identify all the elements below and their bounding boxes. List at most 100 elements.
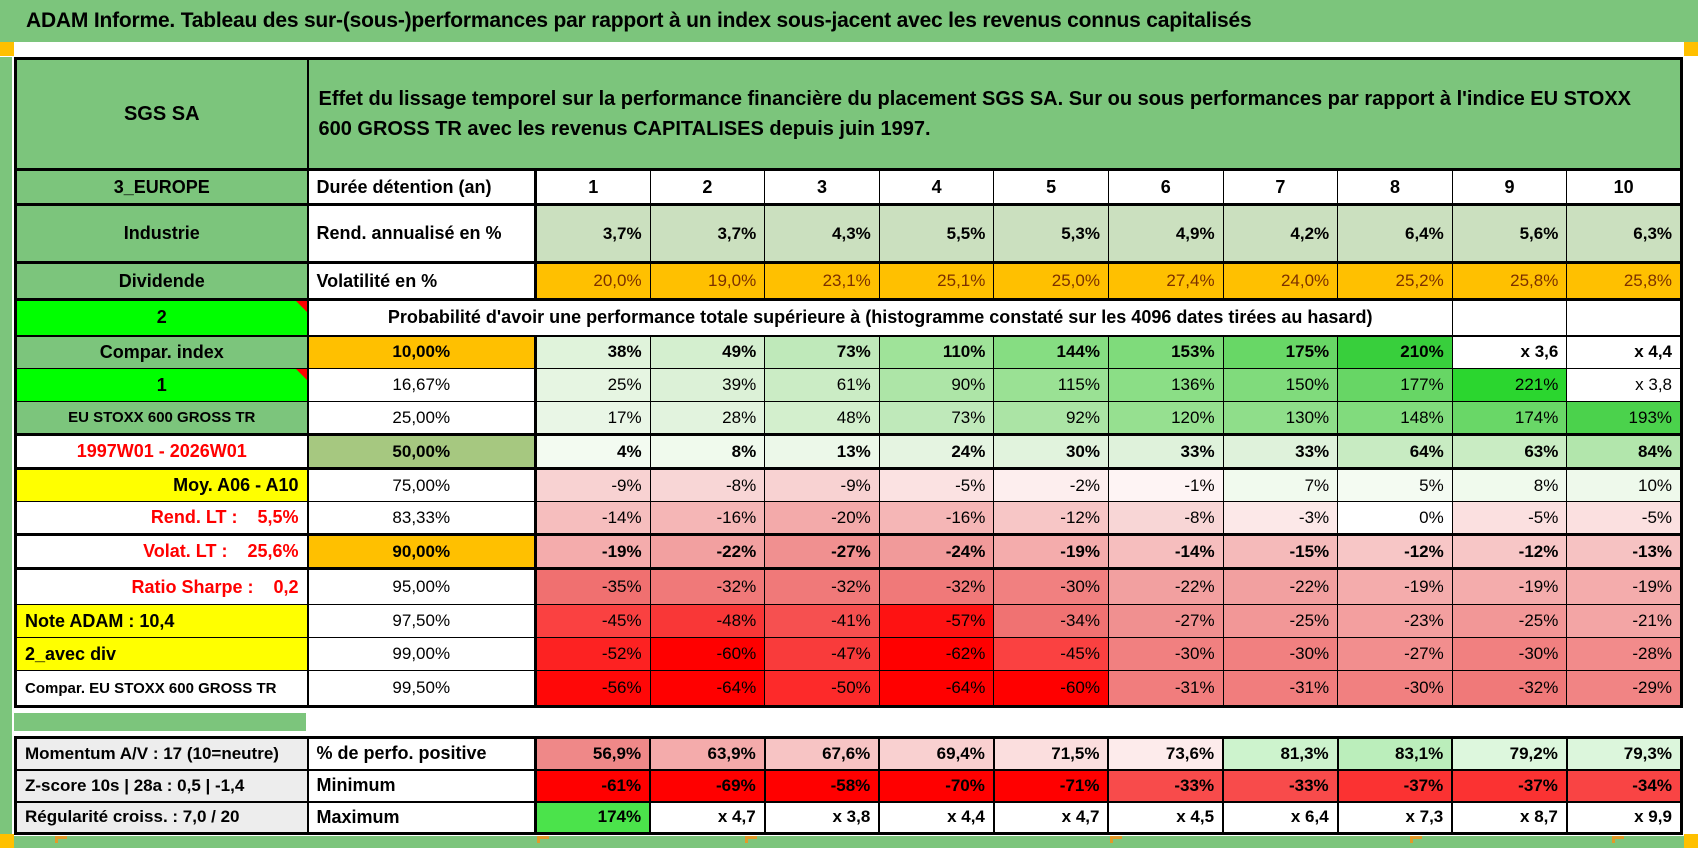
row-sublabel-max[interactable]: Maximum xyxy=(306,800,537,835)
row-label-p995[interactable]: Compar. EU STOXX 600 GROSS TR xyxy=(14,670,308,707)
cell-p75-5[interactable]: -2% xyxy=(993,467,1109,502)
cell-p83-1[interactable]: -14% xyxy=(534,501,651,535)
cell-volat-8[interactable]: 25,2% xyxy=(1337,261,1453,300)
cell-min-9[interactable]: -37% xyxy=(1451,768,1568,803)
cell-min-7[interactable]: -33% xyxy=(1222,768,1339,803)
row-sublabel-p10[interactable]: 10,00% xyxy=(306,334,536,369)
cell-perfo-6[interactable]: 73,6% xyxy=(1107,736,1225,771)
cell-p90-9[interactable]: -12% xyxy=(1451,533,1568,569)
cell-p10-2[interactable]: 49% xyxy=(649,334,766,369)
cell-p75-8[interactable]: 5% xyxy=(1337,467,1453,502)
cell-p50-3[interactable]: 13% xyxy=(764,433,880,469)
cell-p16-10[interactable]: x 3,8 xyxy=(1566,368,1683,402)
cell-p16-8[interactable]: 177% xyxy=(1337,368,1453,402)
cell-p99-3[interactable]: -47% xyxy=(764,637,880,671)
cell-max-10[interactable]: x 9,9 xyxy=(1565,800,1683,835)
cell-perfo-5[interactable]: 71,5% xyxy=(992,736,1110,771)
row-sublabel-p83[interactable]: 83,33% xyxy=(306,501,536,535)
row-label-p16[interactable]: 1 xyxy=(14,368,308,402)
cell-duree-3[interactable]: 3 xyxy=(764,168,880,205)
cell-min-2[interactable]: -69% xyxy=(649,768,766,803)
cell-duree-8[interactable]: 8 xyxy=(1337,168,1453,205)
cell-p83-10[interactable]: -5% xyxy=(1566,501,1683,535)
cell-p10-9[interactable]: x 3,6 xyxy=(1451,334,1568,369)
cell-duree-7[interactable]: 7 xyxy=(1222,168,1339,205)
cell-rend-8[interactable]: 6,4% xyxy=(1337,203,1453,263)
cell-p25-8[interactable]: 148% xyxy=(1337,401,1453,435)
cell-p90-1[interactable]: -19% xyxy=(534,533,651,569)
row-label-p97[interactable]: Note ADAM : 10,4 xyxy=(14,604,308,638)
cell-p50-9[interactable]: 63% xyxy=(1451,433,1568,469)
cell-perfo-4[interactable]: 69,4% xyxy=(878,736,995,771)
cell-p75-7[interactable]: 7% xyxy=(1222,467,1339,502)
row-label-p10[interactable]: Compar. index xyxy=(14,334,308,369)
cell-p95-2[interactable]: -32% xyxy=(649,567,766,605)
row-sublabel-volat[interactable]: Volatilité en % xyxy=(306,261,536,300)
cell-volat-4[interactable]: 25,1% xyxy=(878,261,995,300)
cell-p995-1[interactable]: -56% xyxy=(534,670,651,707)
row-sublabel-min[interactable]: Minimum xyxy=(306,768,537,803)
cell-p97-10[interactable]: -21% xyxy=(1566,604,1683,638)
cell-p16-6[interactable]: 136% xyxy=(1107,368,1224,402)
cell-p95-7[interactable]: -22% xyxy=(1222,567,1339,605)
row-span-header[interactable]: Effet du lissage temporel sur la perform… xyxy=(306,58,1683,170)
cell-p995-3[interactable]: -50% xyxy=(764,670,880,707)
cell-p995-10[interactable]: -29% xyxy=(1566,670,1683,707)
cell-rend-5[interactable]: 5,3% xyxy=(993,203,1109,263)
cell-p10-10[interactable]: x 4,4 xyxy=(1566,334,1683,369)
cell-p50-5[interactable]: 30% xyxy=(993,433,1109,469)
row-label-p75[interactable]: Moy. A06 - A10 xyxy=(14,467,308,502)
cell-duree-2[interactable]: 2 xyxy=(649,168,766,205)
row-label-header[interactable]: SGS SA xyxy=(14,58,308,170)
row-label-max[interactable]: Régularité croiss. : 7,0 / 20 xyxy=(14,800,309,835)
cell-duree-4[interactable]: 4 xyxy=(878,168,995,205)
cell-rend-1[interactable]: 3,7% xyxy=(534,203,651,263)
cell-max-5[interactable]: x 4,7 xyxy=(992,800,1110,835)
cell-p75-10[interactable]: 10% xyxy=(1566,467,1683,502)
cell-p83-6[interactable]: -8% xyxy=(1107,501,1224,535)
cell-p95-3[interactable]: -32% xyxy=(764,567,880,605)
cell-p50-8[interactable]: 64% xyxy=(1337,433,1453,469)
cell-p83-9[interactable]: -5% xyxy=(1451,501,1568,535)
cell-p97-1[interactable]: -45% xyxy=(534,604,651,638)
cell-p10-7[interactable]: 175% xyxy=(1222,334,1339,369)
cell-p95-4[interactable]: -32% xyxy=(878,567,995,605)
row-sublabel-p16[interactable]: 16,67% xyxy=(306,368,536,402)
cell-min-10[interactable]: -34% xyxy=(1565,768,1683,803)
row-sublabel-duree[interactable]: Durée détention (an) xyxy=(306,168,536,205)
cell-volat-2[interactable]: 19,0% xyxy=(649,261,766,300)
cell-p97-4[interactable]: -57% xyxy=(878,604,995,638)
cell-p97-8[interactable]: -23% xyxy=(1337,604,1453,638)
row-sublabel-p95[interactable]: 95,00% xyxy=(306,567,536,605)
cell-duree-1[interactable]: 1 xyxy=(534,168,651,205)
cell-p25-5[interactable]: 92% xyxy=(993,401,1109,435)
cell-p75-9[interactable]: 8% xyxy=(1451,467,1568,502)
cell-p25-9[interactable]: 174% xyxy=(1451,401,1568,435)
cell-volat-7[interactable]: 24,0% xyxy=(1222,261,1339,300)
cell-p16-4[interactable]: 90% xyxy=(878,368,995,402)
cell-max-1[interactable]: 174% xyxy=(534,800,652,835)
cell-p16-7[interactable]: 150% xyxy=(1222,368,1339,402)
row-label-p50[interactable]: 1997W01 - 2026W01 xyxy=(14,433,308,469)
cell-rend-7[interactable]: 4,2% xyxy=(1222,203,1339,263)
cell-p75-4[interactable]: -5% xyxy=(878,467,995,502)
row-sublabel-p99[interactable]: 99,00% xyxy=(306,637,536,671)
cell-max-2[interactable]: x 4,7 xyxy=(649,800,766,835)
cell-p50-7[interactable]: 33% xyxy=(1222,433,1339,469)
cell-volat-5[interactable]: 25,0% xyxy=(993,261,1109,300)
row-label-p83[interactable]: Rend. LT : 5,5% xyxy=(14,501,308,535)
cell-p90-4[interactable]: -24% xyxy=(878,533,995,569)
cell-p995-5[interactable]: -60% xyxy=(993,670,1109,707)
cell-p25-2[interactable]: 28% xyxy=(649,401,766,435)
cell-perfo-7[interactable]: 81,3% xyxy=(1222,736,1339,771)
cell-perfo-2[interactable]: 63,9% xyxy=(649,736,766,771)
row-label-min[interactable]: Z-score 10s | 28a : 0,5 | -1,4 xyxy=(14,768,309,803)
cell-p97-3[interactable]: -41% xyxy=(764,604,880,638)
cell-rend-3[interactable]: 4,3% xyxy=(764,203,880,263)
cell-max-8[interactable]: x 7,3 xyxy=(1336,800,1454,835)
cell-p95-6[interactable]: -22% xyxy=(1107,567,1224,605)
cell-min-4[interactable]: -70% xyxy=(878,768,995,803)
cell-p83-3[interactable]: -20% xyxy=(764,501,880,535)
row-span-prob[interactable]: Probabilité d'avoir une performance tota… xyxy=(306,298,1453,336)
cell-duree-6[interactable]: 6 xyxy=(1107,168,1224,205)
